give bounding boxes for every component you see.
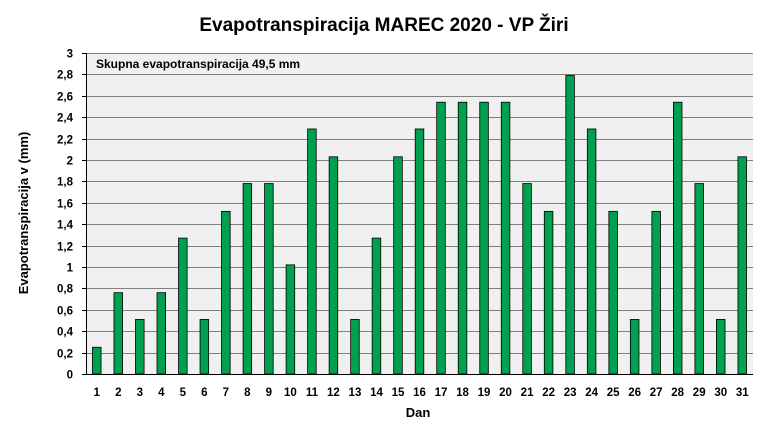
bar	[629, 319, 640, 375]
bar	[156, 292, 167, 375]
x-tick-label: 27	[650, 387, 663, 399]
y-tick-label: 0,8	[57, 284, 74, 296]
bar	[393, 156, 403, 375]
y-tick-label: 0,2	[57, 349, 73, 361]
bars	[92, 75, 747, 375]
y-tick-label: 2,6	[57, 92, 73, 104]
bar	[436, 101, 446, 375]
y-tick-label: 2,4	[57, 113, 74, 125]
bar	[371, 237, 382, 375]
x-tick-label: 5	[180, 387, 187, 399]
y-tick-label: 0,4	[57, 327, 74, 339]
x-tick-label: 31	[736, 387, 749, 399]
bar	[285, 264, 296, 375]
y-tick-label: 2,8	[57, 70, 74, 82]
bar	[522, 183, 532, 375]
bar	[586, 128, 597, 375]
x-tick-label: 10	[284, 387, 297, 399]
y-tick-label: 3	[67, 49, 73, 61]
x-tick-label: 18	[456, 387, 469, 399]
x-tick-label: 9	[266, 387, 272, 399]
x-axis-label: Dan	[406, 405, 431, 420]
bar	[242, 183, 253, 375]
x-tick-label: 13	[349, 387, 362, 399]
x-tick-label: 29	[693, 387, 706, 399]
bar	[307, 128, 317, 375]
x-tick-label: 16	[413, 387, 426, 399]
x-tick-label: 24	[585, 387, 598, 399]
bar	[608, 210, 618, 375]
x-tick-label: 12	[327, 387, 340, 399]
x-tick-label: 30	[714, 387, 727, 399]
x-tick-label: 14	[370, 387, 383, 399]
x-tick-label: 1	[94, 387, 101, 399]
x-tick-label: 19	[478, 387, 491, 399]
y-tick-label: 0,6	[57, 306, 73, 318]
chart-title: Evapotranspiracija MAREC 2020 - VP Žiri	[199, 14, 568, 36]
x-tick-label: 20	[499, 387, 512, 399]
bar	[737, 156, 747, 375]
y-tick-label: 2	[67, 156, 73, 168]
x-tick-label: 17	[435, 387, 448, 399]
bar	[221, 210, 231, 375]
x-tick-label: 6	[201, 387, 207, 399]
x-tick-label: 8	[244, 387, 251, 399]
y-axis-ticks: 0 0,2 0,4 0,6 0,8 1 1,2 1,4 1,6 1,8 2 2,2 2,4 2,6 2,8 3	[57, 49, 86, 382]
bar	[457, 101, 468, 375]
bar	[543, 210, 554, 375]
bar	[479, 101, 489, 375]
bar	[672, 101, 683, 375]
y-tick-label: 1,2	[57, 242, 73, 254]
bar	[414, 128, 425, 375]
bar	[113, 292, 123, 375]
x-tick-label: 21	[521, 387, 534, 399]
y-tick-label: 1	[67, 263, 74, 275]
x-tick-label: 4	[158, 387, 165, 399]
y-tick-label: 1,6	[57, 199, 73, 211]
bar	[500, 101, 511, 375]
bar	[92, 346, 102, 375]
bar	[178, 237, 188, 375]
x-tick-label: 28	[671, 387, 684, 399]
y-tick-label: 1,8	[57, 177, 74, 189]
bar	[350, 319, 360, 375]
y-tick-label: 0	[67, 370, 73, 382]
bar	[264, 183, 274, 375]
y-axis-label: Evapotranspiracija v (mm)	[16, 132, 31, 295]
bar	[328, 156, 339, 375]
bar	[199, 319, 210, 375]
bar	[135, 319, 145, 375]
bar	[565, 75, 575, 375]
bar	[694, 183, 704, 375]
x-axis-ticks: 1 2 3 4 5 6 7 8 9 10 11 12 13 14 15 16 17 18 19 20 21 22 23 24 2…	[94, 387, 750, 399]
x-tick-label: 15	[392, 387, 405, 399]
y-tick-label: 1,4	[57, 220, 74, 232]
x-tick-label: 23	[564, 387, 577, 399]
bar	[716, 319, 726, 375]
x-tick-label: 3	[137, 387, 143, 399]
x-tick-label: 25	[607, 387, 620, 399]
x-tick-label: 22	[542, 387, 555, 399]
total-annotation: Skupna evapotranspiracija 49,5 mm	[96, 57, 300, 71]
bar	[651, 210, 661, 375]
x-tick-label: 26	[628, 387, 641, 399]
x-tick-label: 2	[115, 387, 121, 399]
x-tick-label: 11	[306, 387, 319, 399]
x-tick-label: 7	[223, 387, 229, 399]
y-tick-label: 2,2	[57, 135, 73, 147]
